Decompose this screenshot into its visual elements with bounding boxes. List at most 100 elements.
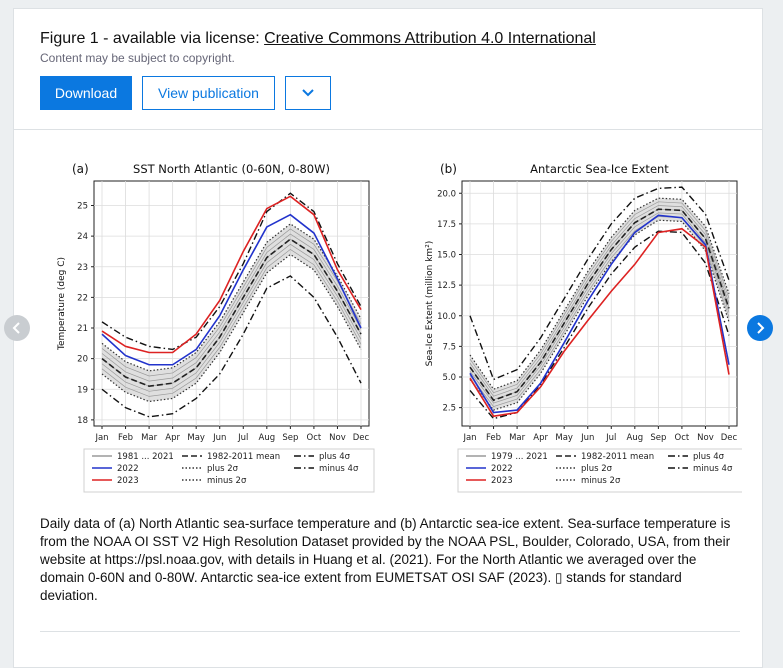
legend-label: minus 2σ xyxy=(581,476,621,486)
y-axis-label: Temperature (deg C) xyxy=(57,257,67,351)
copyright-note: Content may be subject to copyright. xyxy=(40,51,235,65)
series-line-minus-4- xyxy=(469,230,730,420)
y-tick-label: 19 xyxy=(77,385,88,395)
series-line-plus-4- xyxy=(101,192,362,351)
x-tick-label: Nov xyxy=(697,433,714,443)
legend-label: plus 2σ xyxy=(207,464,239,474)
download-button[interactable]: Download xyxy=(40,76,132,110)
chart-panel-a: 18 19 20 21 22 23 24 25 Jan Feb Mar Apr May Jun Jul Aug… xyxy=(57,162,375,493)
x-tick-label: Apr xyxy=(533,433,548,443)
panel-label: (b) xyxy=(440,162,457,176)
x-tick-label: Oct xyxy=(307,433,322,443)
chart-title: Antarctic Sea-Ice Extent xyxy=(530,162,669,176)
figure-charts: 18 19 20 21 22 23 24 25 Jan Feb Mar Apr May Jun Jul Aug… xyxy=(57,162,749,493)
legend-label: 2022 xyxy=(117,464,139,474)
x-tick-label: Mar xyxy=(141,433,158,443)
x-tick-label: Apr xyxy=(165,433,180,443)
chart-title: SST North Atlantic (0-60N, 0-80W) xyxy=(133,162,330,176)
historic-year-line xyxy=(101,248,362,397)
series-line-minus-2- xyxy=(101,253,362,403)
figure-title-prefix: Figure 1 - available via license: xyxy=(40,30,265,47)
x-tick-label: Sep xyxy=(650,433,666,443)
historic-year-line xyxy=(469,212,730,404)
chevron-right-icon xyxy=(757,322,765,334)
x-tick-label: Jun xyxy=(212,433,226,443)
legend-label: 2022 xyxy=(491,464,513,474)
series-line-minus-4- xyxy=(101,275,362,418)
series-line-plus-2- xyxy=(469,197,730,390)
x-tick-label: Aug xyxy=(259,433,276,443)
series-line-2022 xyxy=(469,214,730,414)
view-publication-button[interactable]: View publication xyxy=(142,76,275,110)
historic-year-line xyxy=(469,201,730,394)
x-tick-label: Jan xyxy=(94,433,108,443)
x-tick-label: Jun xyxy=(580,433,594,443)
series-line-minus-2- xyxy=(469,219,730,411)
y-tick-label: 17.5 xyxy=(437,220,456,230)
chart-panel-b: 2.5 5.0 7.5 10.0 12.5 15.0 17.5 20.0 Jan Feb Mar Ap… xyxy=(425,162,749,493)
y-tick-label: 24 xyxy=(77,232,88,242)
legend-label: minus 4σ xyxy=(319,464,359,474)
y-tick-label: 2.5 xyxy=(442,404,456,414)
x-tick-label: May xyxy=(555,433,573,443)
y-tick-label: 5.0 xyxy=(442,373,456,383)
series-line-1982-2011-mean xyxy=(469,208,730,402)
y-tick-label: 7.5 xyxy=(442,342,456,352)
chevron-left-icon xyxy=(12,322,20,334)
x-tick-label: Feb xyxy=(118,433,133,443)
historic-years-band xyxy=(470,198,729,411)
x-tick-label: Nov xyxy=(329,433,346,443)
action-bar: Download View publication xyxy=(40,76,331,110)
series-line-2023 xyxy=(469,227,730,418)
x-tick-label: Dec xyxy=(353,433,370,443)
historic-year-line xyxy=(101,228,362,377)
caption-divider xyxy=(40,631,740,632)
historic-year-line xyxy=(469,205,730,397)
x-tick-label: Feb xyxy=(486,433,501,443)
next-figure-button[interactable] xyxy=(747,315,773,341)
license-link[interactable]: Creative Commons Attribution 4.0 Interna… xyxy=(264,30,596,47)
chevron-down-icon xyxy=(302,89,314,97)
x-tick-label: Oct xyxy=(675,433,690,443)
figure-title: Figure 1 - available via license: Creati… xyxy=(40,30,596,48)
legend-label: plus 4σ xyxy=(693,452,725,462)
series-line-1982-2011-mean xyxy=(101,238,362,388)
legend-label: 2023 xyxy=(491,476,513,486)
x-tick-label: Sep xyxy=(282,433,298,443)
legend-box xyxy=(83,448,375,493)
historic-year-line xyxy=(101,243,362,392)
x-tick-label: Aug xyxy=(627,433,644,443)
legend-label: minus 4σ xyxy=(693,464,733,474)
figure-header: Figure 1 - available via license: Creati… xyxy=(40,30,596,65)
legend-label: plus 2σ xyxy=(581,464,613,474)
y-tick-label: 15.0 xyxy=(437,251,456,261)
figure-caption: Daily data of (a) North Atlantic sea-sur… xyxy=(40,516,731,603)
y-tick-label: 10.0 xyxy=(437,312,456,322)
y-tick-label: 12.5 xyxy=(437,281,456,291)
y-axis-label: Sea-Ice Extent (million km²) xyxy=(425,241,435,367)
legend-box xyxy=(457,448,749,493)
series-line-2023 xyxy=(101,195,362,354)
legend-label: 1982-2011 mean xyxy=(207,452,280,462)
previous-figure-button[interactable] xyxy=(4,315,30,341)
figure-card: Figure 1 - available via license: Creati… xyxy=(13,8,763,668)
series-line-plus-2- xyxy=(101,223,362,372)
series-line-plus-4- xyxy=(469,186,730,381)
figure-image: 18 19 20 21 22 23 24 25 Jan Feb Mar Apr May Jun Jul Aug… xyxy=(42,159,749,514)
x-tick-label: May xyxy=(187,433,205,443)
legend-label: 1982-2011 mean xyxy=(581,452,654,462)
legend-label: 1979 ... 2021 xyxy=(491,452,548,462)
legend-label: minus 2σ xyxy=(207,476,247,486)
legend-label: 1981 ... 2021 xyxy=(117,452,174,462)
y-tick-label: 20 xyxy=(77,355,88,365)
more-options-button[interactable] xyxy=(285,76,331,110)
x-tick-label: Mar xyxy=(509,433,526,443)
x-tick-label: Jan xyxy=(462,433,476,443)
legend-label: 2023 xyxy=(117,476,139,486)
y-tick-label: 23 xyxy=(77,263,88,273)
series-line-2022 xyxy=(101,213,362,366)
y-tick-label: 22 xyxy=(77,293,88,303)
x-tick-label: Jul xyxy=(237,433,248,443)
y-tick-label: 20.0 xyxy=(437,189,456,199)
x-tick-label: Dec xyxy=(721,433,738,443)
